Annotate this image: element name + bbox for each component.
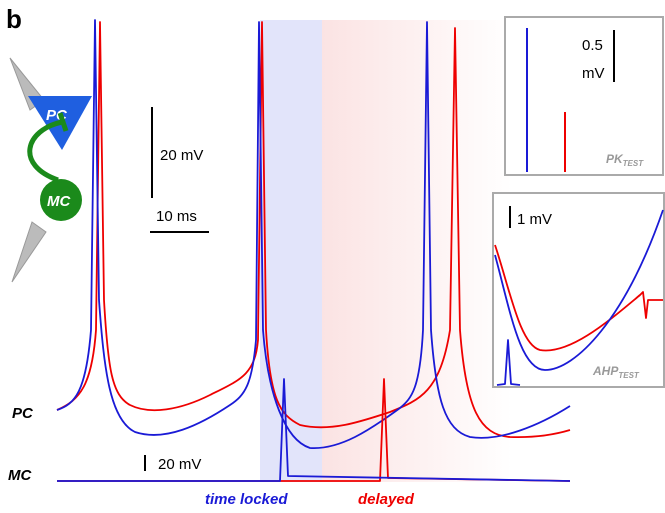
voltage-scale-label: 20 mV: [160, 147, 203, 164]
inset-scale-label: mV: [582, 65, 605, 82]
inset-scale-label: 0.5: [582, 37, 603, 54]
delayed-label: delayed: [358, 491, 415, 508]
mc-cell: [40, 179, 82, 221]
ahp-trace-time-locked: [494, 209, 664, 371]
inset-ahp: 1 mV AHPTEST: [492, 192, 665, 388]
inset-frame: [504, 16, 664, 176]
mc-cell-label: MC: [47, 193, 71, 210]
inset-label: PKTEST: [606, 152, 644, 168]
circuit-diagram: PC MC: [9, 57, 92, 283]
time-locked-window: [260, 20, 322, 482]
pc-trace-delayed: [56, 21, 571, 439]
mc-scale-label: 20 mV: [158, 456, 201, 473]
mc-trace-time-locked: [57, 378, 571, 482]
pc-trace-time-locked: [56, 19, 571, 449]
ahp-trace-delayed: [494, 244, 663, 352]
inset-scale-label: 1 mV: [517, 211, 552, 228]
synapse: [27, 119, 63, 183]
delayed-window: [322, 20, 512, 482]
time-scale-label: 10 ms: [156, 208, 197, 225]
synapse-end: [57, 112, 69, 132]
time-locked-label: time locked: [205, 491, 288, 508]
trace-label: MC: [8, 467, 32, 484]
electrode: [11, 221, 47, 283]
panel-label: b: [6, 4, 22, 34]
trace-label: PC: [12, 405, 34, 422]
inset-peak: 0.5 mV PKTEST: [504, 16, 664, 176]
ahp-spike: [496, 339, 521, 386]
inset-label: AHPTEST: [592, 364, 640, 380]
